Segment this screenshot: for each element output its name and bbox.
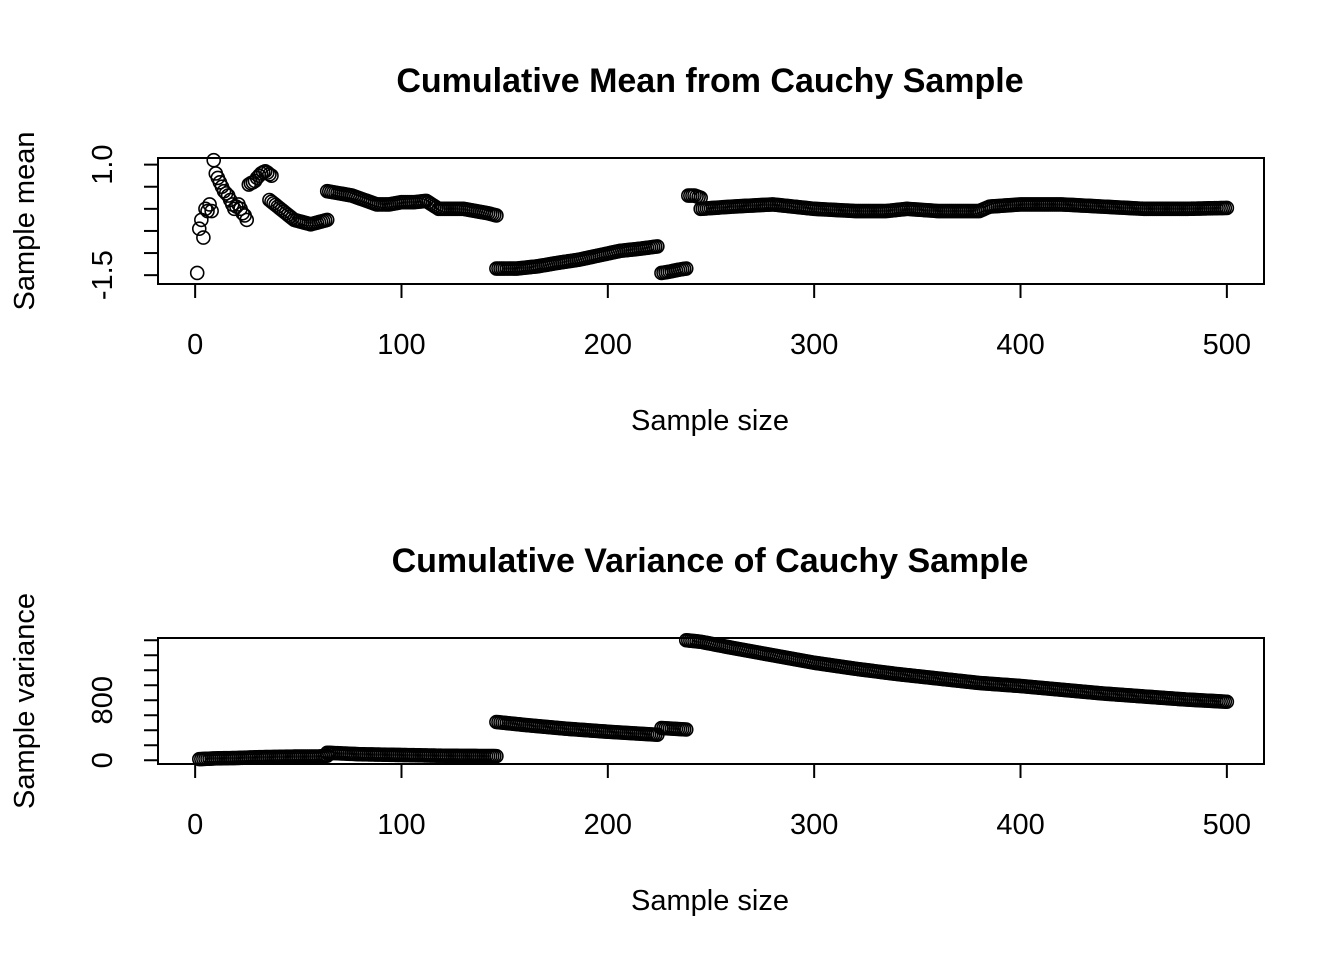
mean-point [678, 261, 694, 276]
variance-x-tick-label: 0 [187, 809, 203, 841]
variance-points [191, 632, 1235, 767]
mean-point [189, 265, 205, 281]
variance-x-tick-label: 100 [377, 809, 425, 841]
mean-x-axis-label: Sample size [631, 405, 789, 437]
mean-point [264, 168, 279, 183]
mean-x-tick-label: 0 [187, 329, 203, 361]
mean-x-tick-label: 400 [996, 329, 1044, 361]
mean-x-tick-label: 500 [1203, 329, 1251, 361]
mean-x-tick-label: 100 [377, 329, 425, 361]
variance-panel: Cumulative Variance of Cauchy Sample Sam… [9, 542, 1265, 917]
variance-x-tick-label: 500 [1203, 809, 1251, 841]
mean-point [227, 201, 242, 217]
variance-point [1219, 694, 1235, 710]
mean-point [260, 165, 275, 180]
mean-point [489, 208, 504, 223]
variance-y-axis-label: Sample variance [9, 593, 41, 809]
mean-x-axis: 0 100 200 300 400 500 [187, 283, 1251, 361]
variance-y-tick-label: 800 [87, 676, 119, 724]
mean-point [196, 230, 211, 245]
mean-y-axis: -1.5 1.0 [87, 144, 159, 300]
mean-point [262, 167, 277, 182]
mean-point [319, 212, 335, 228]
variance-y-tick-label: 0 [87, 752, 119, 768]
mean-point [1219, 200, 1235, 216]
mean-point [650, 239, 665, 254]
variance-x-axis: 0 100 200 300 400 500 [187, 763, 1251, 841]
mean-point [239, 212, 255, 228]
mean-point [200, 203, 215, 219]
variance-point [678, 722, 694, 737]
mean-y-tick-label: -1.5 [87, 250, 119, 300]
variance-chart-title: Cumulative Variance of Cauchy Sample [392, 542, 1029, 580]
mean-x-tick-label: 300 [790, 329, 838, 361]
variance-point [489, 748, 504, 764]
variance-x-tick-label: 400 [996, 809, 1044, 841]
mean-x-tick-label: 200 [584, 329, 632, 361]
variance-y-axis: 0 800 [87, 639, 159, 768]
mean-point [204, 203, 219, 219]
mean-chart-title: Cumulative Mean from Cauchy Sample [396, 62, 1023, 100]
mean-points [189, 152, 1235, 281]
mean-panel: Cumulative Mean from Cauchy Sample Sampl… [9, 62, 1265, 437]
variance-x-axis-label: Sample size [631, 885, 789, 917]
mean-y-tick-label: 1.0 [87, 144, 119, 184]
variance-x-tick-label: 300 [790, 809, 838, 841]
variance-plot-frame [157, 637, 1265, 765]
mean-point [206, 152, 222, 168]
mean-y-axis-label: Sample mean [9, 132, 41, 311]
mean-point [191, 221, 207, 237]
mean-point [198, 201, 213, 217]
mean-point [202, 197, 217, 212]
variance-x-tick-label: 200 [584, 809, 632, 841]
